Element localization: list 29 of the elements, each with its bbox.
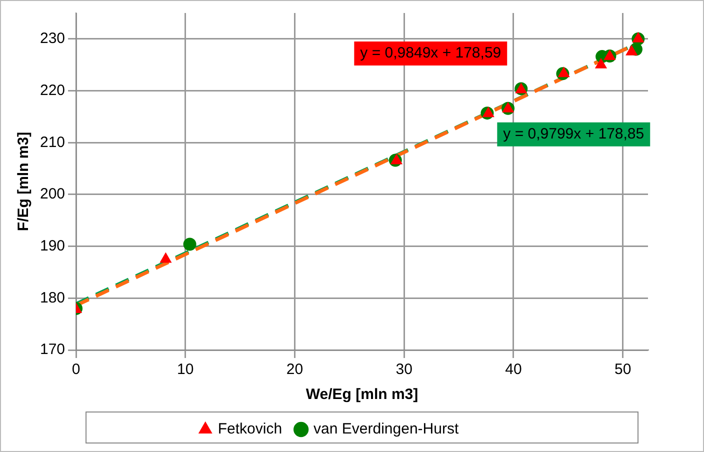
point: [626, 45, 638, 56]
point: [160, 252, 172, 263]
legend-label: van Everdingen-Hurst: [314, 420, 460, 438]
point: [558, 67, 570, 78]
y-tick-label: 230: [40, 30, 66, 48]
x-axis-title: We/Eg [mln m3]: [306, 386, 418, 404]
x-tick-label: 30: [396, 361, 412, 378]
annotation: y = 0,9799x + 178,85: [503, 125, 644, 142]
annotation: y = 0,9849x + 178,59: [360, 44, 502, 62]
point: [502, 102, 514, 112]
x-tick-label: 50: [614, 361, 632, 378]
legend-label: Fetkovich: [218, 420, 282, 438]
y-tick-label: 180: [40, 289, 66, 306]
y-tick-label: 190: [40, 237, 66, 254]
point: [183, 238, 196, 251]
y-tick-label: 170: [40, 341, 66, 358]
y-tick-label: 200: [40, 186, 66, 203]
y-tick-label: 220: [40, 82, 66, 99]
point: [390, 154, 402, 164]
point: [482, 107, 494, 118]
x-tick-label: 20: [286, 361, 304, 378]
x-tick-label: 40: [505, 361, 522, 378]
point: [604, 50, 616, 60]
y-tick-label: 210: [40, 134, 66, 151]
point: [632, 32, 644, 42]
x-tick-label: 0: [72, 361, 80, 378]
y-axis-title: F/Eg [mln m3]: [15, 132, 32, 232]
x-tick-label: 10: [177, 361, 194, 378]
point: [595, 58, 607, 68]
